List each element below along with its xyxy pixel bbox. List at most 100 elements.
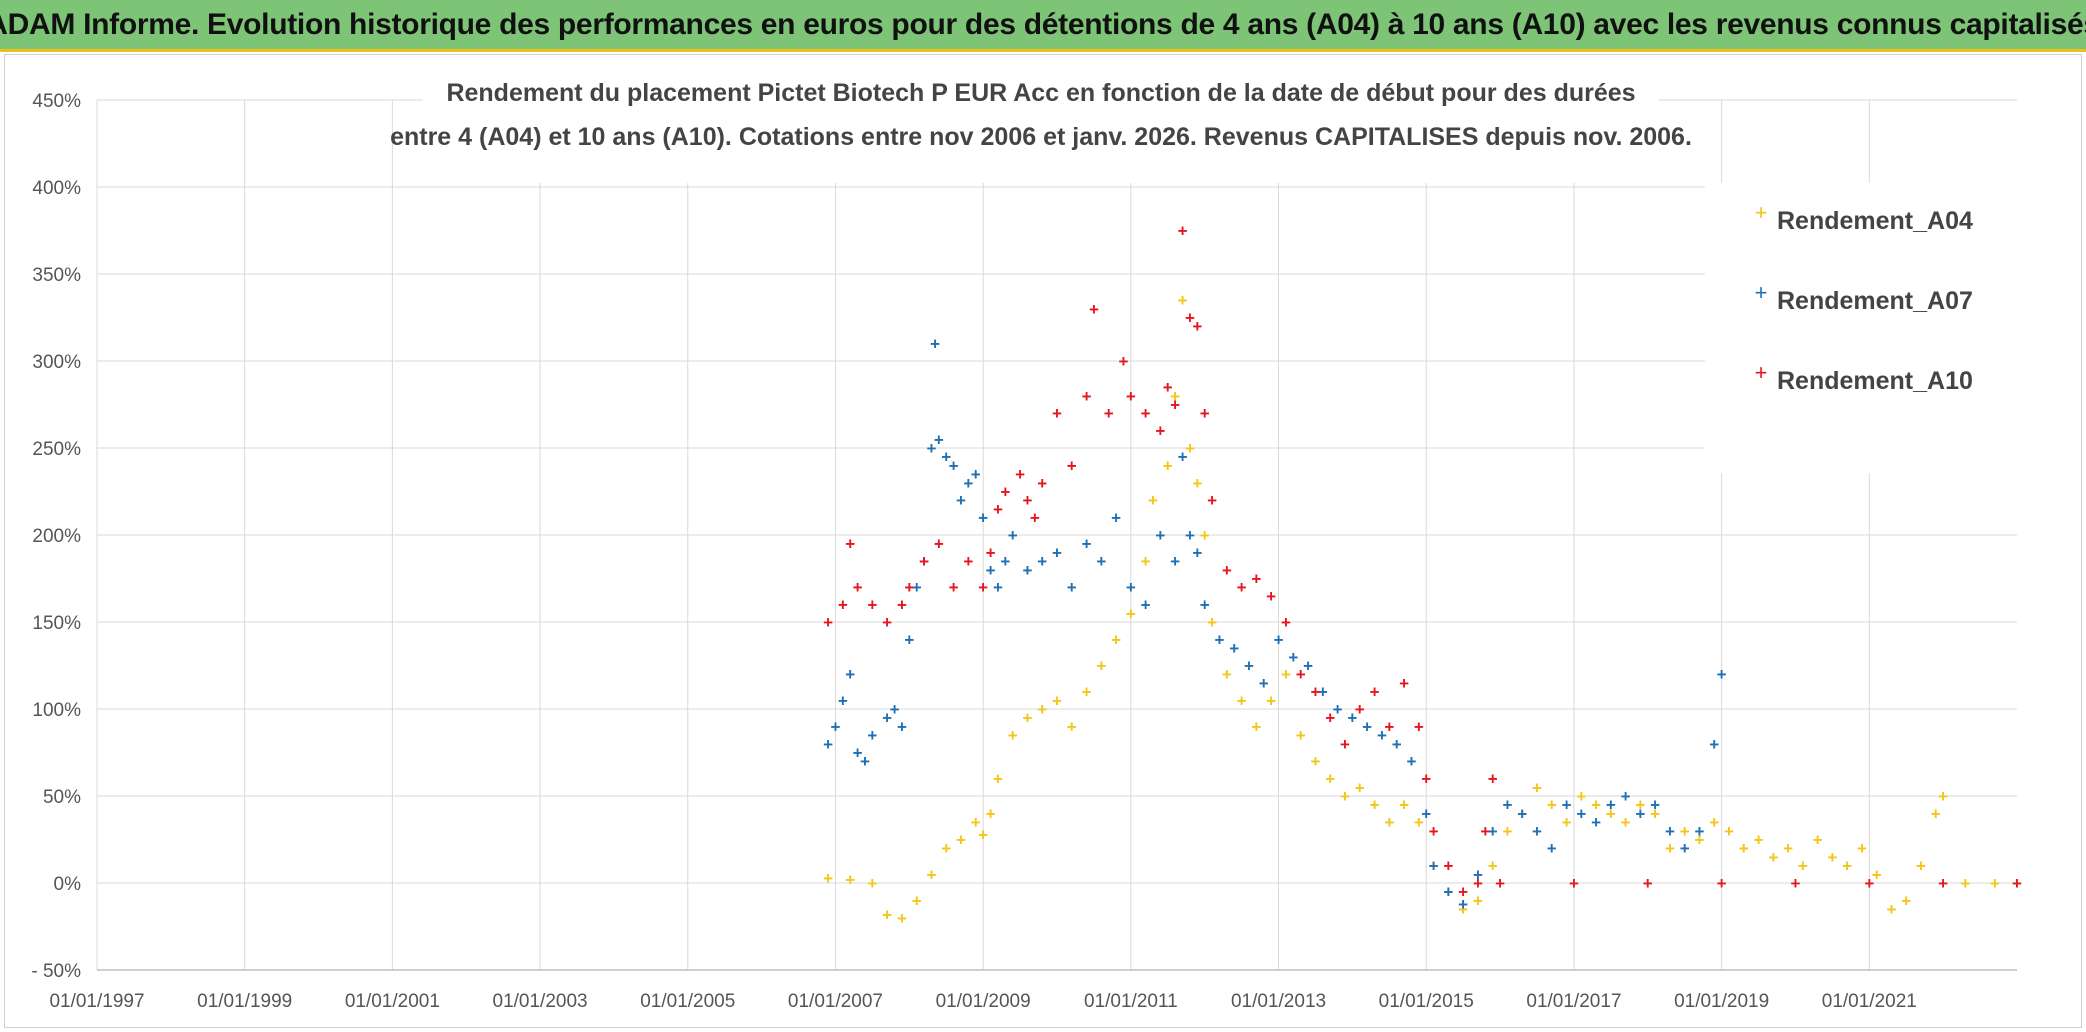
data-point: + [823,735,833,754]
axes: - 50% 0% 50% 100% 150% 200% 250% 300% 350% 400% 45… [31,91,2017,1012]
data-point: + [1155,422,1165,441]
data-point: + [1680,822,1690,841]
data-point: + [1377,726,1387,745]
y-tick-label: 400% [32,178,81,199]
data-point: + [993,578,1003,597]
data-point: + [1901,891,1911,910]
data-point: + [1037,552,1047,571]
data-point: + [853,578,863,597]
data-point: + [1310,683,1320,702]
data-point: + [1650,796,1660,815]
data-point: + [1163,378,1173,397]
x-tick-label: 01/01/2013 [1231,991,1326,1012]
data-point: + [1517,804,1527,823]
data-point: + [1037,700,1047,719]
x-tick-label: 01/01/1999 [197,991,292,1012]
data-point: + [1192,543,1202,562]
data-point: + [1192,474,1202,493]
data-point: + [1421,770,1431,789]
data-point: + [993,770,1003,789]
data-point: + [1185,526,1195,545]
legend-marker-a04: + [1755,200,1768,225]
data-point: + [1931,804,1941,823]
data-point: + [838,596,848,615]
legend-marker-a07: + [1755,280,1768,305]
legend-label-a04: Rendement_A04 [1777,207,1973,235]
x-tick-label: 01/01/2003 [493,991,588,1012]
data-point: + [1200,404,1210,423]
data-point: + [860,752,870,771]
data-point: + [1355,778,1365,797]
chart-title-line-2: entre 4 (A04) et 10 ans (A10). Cotations… [390,123,1692,151]
data-point: + [1864,874,1874,893]
data-point: + [1281,665,1291,684]
data-point: + [1067,578,1077,597]
data-point: + [930,335,940,354]
data-point: + [1141,596,1151,615]
data-point: + [1222,561,1232,580]
data-point: + [1052,404,1062,423]
data-point: + [1717,874,1727,893]
data-point: + [1621,813,1631,832]
data-point: + [1739,839,1749,858]
data-point: + [1030,509,1040,528]
data-point: + [1842,857,1852,876]
data-point: + [1414,717,1424,736]
data-point: + [1104,404,1114,423]
data-point: + [934,535,944,554]
data-point: + [1790,874,1800,893]
data-point: + [1569,874,1579,893]
data-point: + [1185,309,1195,328]
data-point: + [1458,895,1468,914]
data-point: + [993,500,1003,519]
y-tick-label: - 50% [31,961,81,982]
data-point: + [867,726,877,745]
series-rendement-a10: + + + + + + + + + + + + + + + + + + + + + + + + + + + + + + + + + + + + + + + +… [823,222,2022,902]
chart-title-line-1: Rendement du placement Pictet Biotech P … [446,79,1635,107]
data-point: + [1458,900,1468,919]
data-point: + [1266,691,1276,710]
chart-banner: ADAM Informe. Evolution historique des p… [0,0,2086,52]
data-point: + [1170,387,1180,406]
data-point: + [1222,665,1232,684]
data-point: + [867,874,877,893]
data-point: + [986,543,996,562]
data-point: + [949,456,959,475]
data-point: + [1037,474,1047,493]
data-point: + [1111,630,1121,649]
data-point: + [1717,665,1727,684]
data-point: + [919,552,929,571]
data-point: + [1665,822,1675,841]
data-point: + [1259,674,1269,693]
data-point: + [1576,787,1586,806]
data-point: + [1532,778,1542,797]
chart-area: - 50% 0% 50% 100% 150% 200% 250% 300% 350% 400% 45… [4,54,2082,1028]
data-point: + [1532,822,1542,841]
data-point: + [1178,448,1188,467]
data-point: + [1635,804,1645,823]
data-point: + [867,596,877,615]
data-point: + [1052,691,1062,710]
data-point: + [1384,813,1394,832]
data-point: + [1355,700,1365,719]
data-point: + [1178,291,1188,310]
y-tick-label: 50% [43,787,81,808]
data-point: + [919,552,929,571]
x-tick-label: 01/01/2017 [1526,991,1621,1012]
data-point: + [963,474,973,493]
data-point: + [1473,865,1483,884]
data-point: + [1126,387,1136,406]
data-point: + [1783,839,1793,858]
data-point: + [1458,883,1468,902]
data-point: + [897,596,907,615]
series-rendement-a04: + + + + + + + + + + + + + + + + + + + + + + + + + + + + + + + + + + + + + + + +… [823,291,2022,928]
data-point: + [1362,717,1372,736]
data-point: + [1096,552,1106,571]
x-tick-label: 01/01/2001 [345,991,440,1012]
data-point: + [1443,883,1453,902]
data-point: + [912,578,922,597]
data-point: + [1022,561,1032,580]
data-point: + [1473,891,1483,910]
data-point: + [1237,691,1247,710]
data-point: + [1200,596,1210,615]
